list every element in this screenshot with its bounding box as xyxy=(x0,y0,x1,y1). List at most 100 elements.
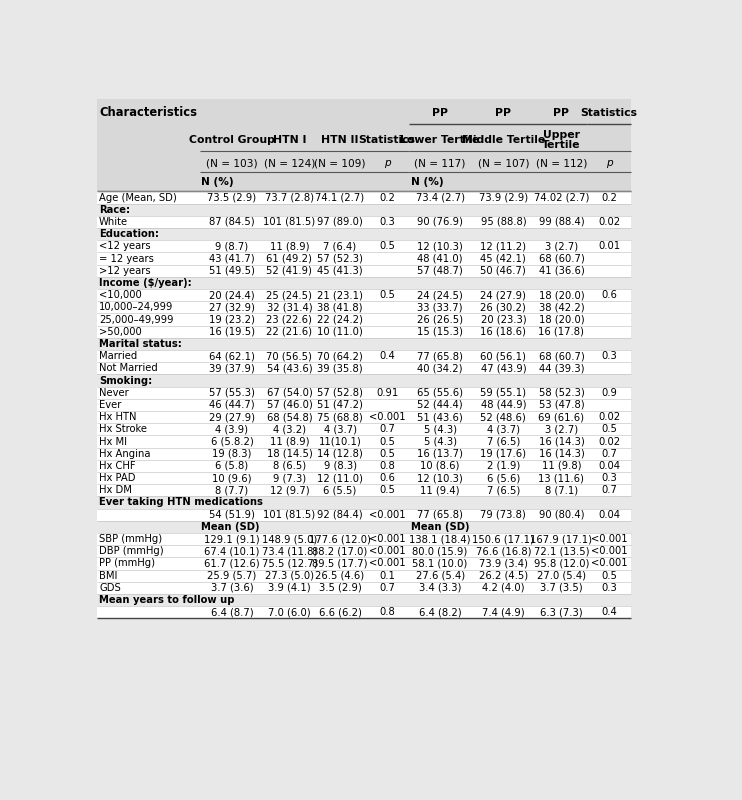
Bar xyxy=(97,411,631,423)
Text: 0.01: 0.01 xyxy=(598,242,620,251)
Text: 11 (8.9): 11 (8.9) xyxy=(269,242,309,251)
Text: 51 (47.2): 51 (47.2) xyxy=(317,400,363,410)
Bar xyxy=(97,99,631,191)
Text: 73.7 (2.8): 73.7 (2.8) xyxy=(265,193,314,202)
Text: 0.7: 0.7 xyxy=(379,424,395,434)
Text: 9 (8.7): 9 (8.7) xyxy=(215,242,249,251)
Text: Marital status:: Marital status: xyxy=(99,339,182,349)
Text: 4 (3.7): 4 (3.7) xyxy=(487,424,520,434)
Text: Hx CHF: Hx CHF xyxy=(99,461,136,471)
Text: 12 (9.7): 12 (9.7) xyxy=(269,486,309,495)
Text: Hx HTN: Hx HTN xyxy=(99,412,137,422)
Text: 68 (60.7): 68 (60.7) xyxy=(539,351,584,361)
Text: 57 (52.3): 57 (52.3) xyxy=(317,254,363,263)
Text: 44 (39.3): 44 (39.3) xyxy=(539,363,584,374)
Text: 73.9 (3.4): 73.9 (3.4) xyxy=(479,558,528,569)
Bar xyxy=(97,289,631,302)
Text: Mean (SD): Mean (SD) xyxy=(411,522,469,532)
Text: 54 (51.9): 54 (51.9) xyxy=(209,510,255,520)
Text: <0.001: <0.001 xyxy=(369,510,405,520)
Text: 52 (48.6): 52 (48.6) xyxy=(481,412,526,422)
Text: 24 (24.5): 24 (24.5) xyxy=(417,290,463,300)
Text: HTN I: HTN I xyxy=(272,134,306,145)
Text: 43 (41.7): 43 (41.7) xyxy=(209,254,255,263)
Text: 70 (64.2): 70 (64.2) xyxy=(317,351,363,361)
Text: 6 (5.5): 6 (5.5) xyxy=(324,486,357,495)
Text: 77 (65.8): 77 (65.8) xyxy=(417,351,463,361)
Text: 14 (12.8): 14 (12.8) xyxy=(317,449,363,458)
Text: Not Married: Not Married xyxy=(99,363,158,374)
Text: 12 (11.2): 12 (11.2) xyxy=(480,242,526,251)
Text: 15 (15.3): 15 (15.3) xyxy=(417,326,463,337)
Bar xyxy=(97,497,631,509)
Text: 7.4 (4.9): 7.4 (4.9) xyxy=(482,607,525,618)
Text: = 12 years: = 12 years xyxy=(99,254,154,263)
Text: 0.8: 0.8 xyxy=(379,461,395,471)
Text: 72.1 (13.5): 72.1 (13.5) xyxy=(533,546,589,556)
Text: 0.5: 0.5 xyxy=(379,486,395,495)
Text: 0.5: 0.5 xyxy=(379,437,395,446)
Text: 73.5 (2.9): 73.5 (2.9) xyxy=(207,193,257,202)
Text: 167.9 (17.1): 167.9 (17.1) xyxy=(531,534,592,544)
Text: 3.9 (4.1): 3.9 (4.1) xyxy=(268,583,311,593)
Text: 79 (73.8): 79 (73.8) xyxy=(481,510,526,520)
Text: 8 (7.7): 8 (7.7) xyxy=(215,486,249,495)
Text: (N = 109): (N = 109) xyxy=(315,158,366,168)
Text: <0.001: <0.001 xyxy=(369,534,405,544)
Text: Hx PAD: Hx PAD xyxy=(99,473,136,483)
Text: 13 (11.6): 13 (11.6) xyxy=(539,473,585,483)
Text: 148.9 (5.0): 148.9 (5.0) xyxy=(262,534,317,544)
Text: 73.9 (2.9): 73.9 (2.9) xyxy=(479,193,528,202)
Text: Hx Stroke: Hx Stroke xyxy=(99,424,147,434)
Text: 39 (37.9): 39 (37.9) xyxy=(209,363,255,374)
Text: 26.2 (4.5): 26.2 (4.5) xyxy=(479,570,528,581)
Text: 38 (42.2): 38 (42.2) xyxy=(539,302,584,312)
Text: 92 (84.4): 92 (84.4) xyxy=(318,510,363,520)
Text: 19 (23.2): 19 (23.2) xyxy=(209,314,255,325)
Text: <12 years: <12 years xyxy=(99,242,151,251)
Text: 11 (8.9): 11 (8.9) xyxy=(269,437,309,446)
Text: 0.3: 0.3 xyxy=(601,351,617,361)
Text: 27.3 (5.0): 27.3 (5.0) xyxy=(265,570,314,581)
Text: 6 (5.8): 6 (5.8) xyxy=(215,461,249,471)
Bar xyxy=(97,399,631,411)
Text: 95 (88.8): 95 (88.8) xyxy=(481,217,526,227)
Text: 0.5: 0.5 xyxy=(379,290,395,300)
Bar xyxy=(97,558,631,570)
Text: Statistics: Statistics xyxy=(581,108,637,118)
Text: Ever: Ever xyxy=(99,400,122,410)
Bar xyxy=(97,460,631,472)
Bar xyxy=(97,228,631,240)
Text: Characteristics: Characteristics xyxy=(99,106,197,119)
Bar xyxy=(97,302,631,314)
Text: 0.02: 0.02 xyxy=(598,217,620,227)
Text: 6.4 (8.7): 6.4 (8.7) xyxy=(211,607,253,618)
Text: 22 (24.2): 22 (24.2) xyxy=(317,314,363,325)
Text: 16 (19.5): 16 (19.5) xyxy=(209,326,255,337)
Bar xyxy=(97,277,631,289)
Text: 4.2 (4.0): 4.2 (4.0) xyxy=(482,583,525,593)
Text: 8 (7.1): 8 (7.1) xyxy=(545,486,578,495)
Bar xyxy=(97,314,631,326)
Text: 24 (27.9): 24 (27.9) xyxy=(480,290,526,300)
Text: 18 (14.5): 18 (14.5) xyxy=(266,449,312,458)
Text: 22 (21.6): 22 (21.6) xyxy=(266,326,312,337)
Text: 26 (30.2): 26 (30.2) xyxy=(481,302,526,312)
Text: 0.1: 0.1 xyxy=(379,570,395,581)
Text: 0.04: 0.04 xyxy=(598,510,620,520)
Text: 7.0 (6.0): 7.0 (6.0) xyxy=(268,607,311,618)
Text: 0.02: 0.02 xyxy=(598,412,620,422)
Text: Statistics: Statistics xyxy=(358,134,416,145)
Text: BMI: BMI xyxy=(99,570,117,581)
Text: 65 (55.6): 65 (55.6) xyxy=(417,388,463,398)
Text: 2 (1.9): 2 (1.9) xyxy=(487,461,520,471)
Text: 0.7: 0.7 xyxy=(601,486,617,495)
Text: 0.4: 0.4 xyxy=(379,351,395,361)
Text: 51 (49.5): 51 (49.5) xyxy=(209,266,255,276)
Text: 68 (54.8): 68 (54.8) xyxy=(266,412,312,422)
Text: 32 (31.4): 32 (31.4) xyxy=(266,302,312,312)
Text: 6 (5.8.2): 6 (5.8.2) xyxy=(211,437,253,446)
Text: 20 (23.3): 20 (23.3) xyxy=(481,314,526,325)
Text: 26.5 (4.6): 26.5 (4.6) xyxy=(315,570,364,581)
Text: 5 (4.3): 5 (4.3) xyxy=(424,424,456,434)
